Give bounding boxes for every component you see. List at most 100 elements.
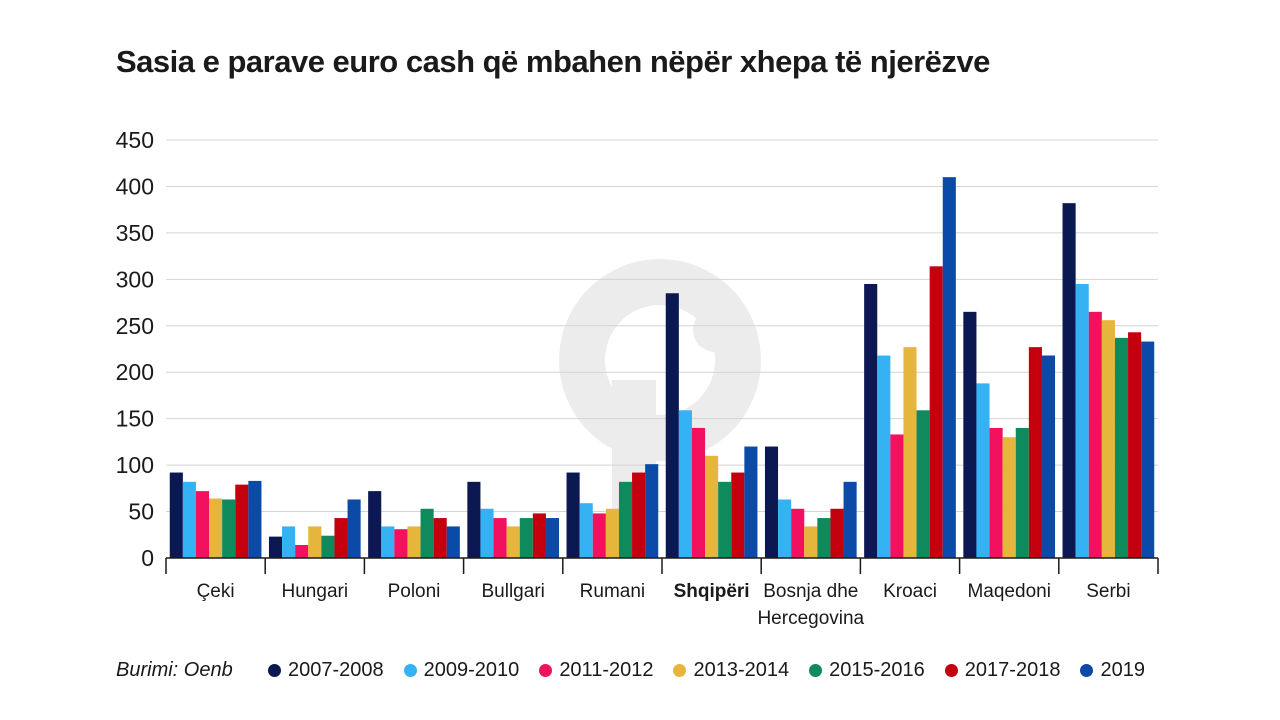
legend-label: 2019 [1100, 659, 1145, 681]
legend-swatch [809, 664, 823, 677]
y-tick-label: 400 [116, 173, 154, 199]
bar [282, 526, 296, 558]
legend-swatch [1080, 664, 1094, 677]
legend: 2007-2008 2009-2010 2011-2012 2013-2014 2015… [268, 659, 1145, 682]
bar [645, 464, 659, 558]
bar [718, 481, 732, 558]
bar [877, 355, 891, 558]
legend-swatch [944, 664, 958, 677]
bar [1041, 355, 1056, 558]
bar [268, 536, 283, 558]
bar [381, 526, 395, 558]
legend-swatch [673, 664, 687, 677]
bar [209, 498, 223, 558]
bar [665, 293, 679, 558]
bar [916, 410, 930, 558]
y-tick-label: 200 [116, 359, 154, 385]
legend-item: 2011-2012 [539, 659, 653, 682]
bar [942, 177, 956, 558]
bar [817, 518, 831, 558]
legend-swatch [403, 664, 417, 677]
bar [579, 503, 593, 558]
bar [963, 311, 977, 558]
bar [605, 508, 619, 558]
bar [1062, 203, 1076, 559]
x-tick-label: Maqedoni [967, 581, 1050, 602]
y-tick-label: 300 [116, 266, 154, 292]
y-axis-ticks: 0 50 100 150 200 250 300 350 400 450 [116, 127, 154, 571]
legend-label: 2011-2012 [559, 659, 654, 681]
bar [843, 481, 857, 558]
source-note: Burimi: Oenb [116, 659, 233, 681]
bars [169, 177, 1155, 559]
bar [1141, 341, 1155, 558]
bar [778, 499, 792, 558]
x-tick-label: Poloni [388, 581, 441, 602]
bar [705, 455, 719, 558]
y-tick-label: 0 [141, 545, 154, 571]
x-tick-label: Rumani [580, 581, 645, 602]
bar [545, 518, 560, 558]
bar [929, 266, 943, 558]
bar [407, 526, 421, 558]
legend-label: 2007-2008 [288, 659, 384, 681]
bar [519, 518, 533, 558]
bar [1028, 347, 1042, 558]
x-tick-label: Serbi [1086, 581, 1130, 602]
bar [1101, 320, 1115, 558]
bar [368, 491, 382, 558]
x-tick-label: Shqipëri [674, 581, 750, 602]
bar [764, 446, 779, 558]
bar [890, 434, 904, 558]
bar [976, 383, 990, 558]
legend-swatch [268, 664, 281, 677]
bar [632, 472, 646, 558]
bar [334, 518, 348, 558]
legend-item: 2019 [1080, 659, 1145, 682]
x-tick-label: Hungari [282, 581, 349, 602]
bar [744, 446, 758, 558]
bar [506, 526, 520, 558]
x-tick-label: Kroaci [883, 581, 937, 602]
bar [1002, 437, 1016, 558]
bar [394, 529, 408, 558]
bar [222, 499, 236, 558]
bar [446, 526, 460, 558]
legend-swatch [539, 664, 553, 677]
x-tick-label: Bosnja dhe Hercegovina [757, 581, 864, 629]
legend-label: 2009-2010 [423, 659, 520, 681]
x-tick-label: Çeki [197, 581, 235, 602]
x-axis: Çeki Hungari Poloni Bullgari Rumani Shqipëri B… [165, 557, 1159, 629]
bar [308, 526, 322, 558]
bar [493, 518, 507, 558]
bar [1088, 311, 1102, 558]
bar [1015, 427, 1029, 558]
bar [804, 526, 818, 558]
bar [903, 347, 917, 558]
x-tick-label: Bullgari [482, 581, 545, 602]
bar [989, 427, 1003, 558]
bar [618, 481, 633, 558]
bar [182, 481, 196, 558]
bar [1075, 283, 1089, 558]
bar [480, 508, 494, 558]
legend-item: 2013-2014 [673, 659, 789, 682]
bar [678, 410, 692, 558]
bar [235, 484, 249, 558]
bar [433, 518, 447, 558]
bar [321, 535, 335, 558]
legend-label: 2015-2016 [829, 659, 925, 681]
legend-label: 2017-2018 [964, 659, 1061, 681]
y-tick-label: 250 [116, 313, 154, 339]
bar [420, 508, 434, 558]
bar [295, 544, 309, 558]
legend-item: 2017-2018 [944, 659, 1061, 682]
chart-title: Sasia e parave euro cash që mbahen nëpër… [116, 44, 990, 79]
legend-item: 2007-2008 [268, 659, 384, 682]
bar [864, 283, 878, 558]
bar [1128, 332, 1142, 558]
legend-item: 2015-2016 [809, 659, 925, 682]
bar [691, 427, 706, 558]
bar [248, 480, 262, 558]
